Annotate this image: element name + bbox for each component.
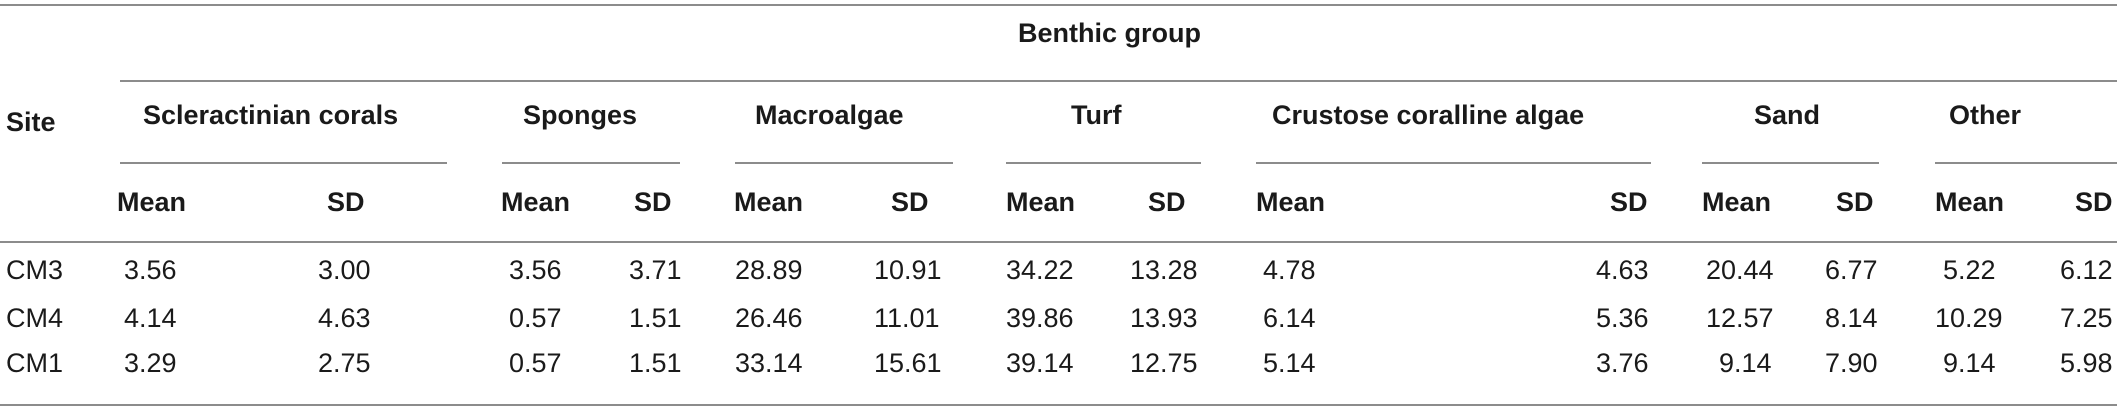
- value-cell: 10.91: [874, 255, 942, 285]
- group-rule-sand: [1702, 162, 1879, 164]
- value-cell: 6.12: [2060, 255, 2113, 285]
- value-cell: 9.14: [1943, 348, 1996, 378]
- value-cell: 20.44: [1706, 255, 1774, 285]
- value-cell: 10.29: [1935, 303, 2003, 333]
- value-cell: 3.56: [124, 255, 177, 285]
- value-cell: 26.46: [735, 303, 803, 333]
- value-cell: 6.77: [1825, 255, 1878, 285]
- value-cell: 15.61: [874, 348, 942, 378]
- value-cell: 5.22: [1943, 255, 1996, 285]
- group-header-macroalgae: Macroalgae: [755, 100, 904, 130]
- table-bottom-rule: [0, 404, 2117, 406]
- sd-header-scleractinian: SD: [327, 187, 365, 217]
- sd-header-sponges: SD: [634, 187, 672, 217]
- value-cell: 0.57: [509, 303, 562, 333]
- benthic-group-rule: [120, 80, 2117, 82]
- value-cell: 3.76: [1596, 348, 1649, 378]
- group-rule-other: [1935, 162, 2117, 164]
- value-cell: 33.14: [735, 348, 803, 378]
- value-cell: 6.14: [1263, 303, 1316, 333]
- value-cell: 8.14: [1825, 303, 1878, 333]
- sd-header-macroalgae: SD: [891, 187, 929, 217]
- group-header-scleractinian: Scleractinian corals: [143, 100, 399, 130]
- group-header-sponges: Sponges: [523, 100, 638, 130]
- value-cell: 4.63: [318, 303, 371, 333]
- group-rule-turf: [1006, 162, 1201, 164]
- value-cell: 12.57: [1706, 303, 1774, 333]
- header-row-benthic: Benthic group: [0, 0, 2117, 82]
- value-cell: 5.98: [2060, 348, 2113, 378]
- value-cell: 4.78: [1263, 255, 1316, 285]
- group-header-turf: Turf: [1071, 100, 1122, 130]
- mean-header-scleractinian: Mean: [117, 187, 187, 217]
- mean-header-turf: Mean: [1006, 187, 1076, 217]
- group-header-other: Other: [1949, 100, 2022, 130]
- group-rule-sponges: [502, 162, 680, 164]
- mean-header-macroalgae: Mean: [734, 187, 804, 217]
- header-row-stats: Mean SD Mean SD Mean SD Mean SD Mean SD …: [0, 162, 2117, 243]
- value-cell: 13.28: [1130, 255, 1198, 285]
- value-cell: 4.14: [124, 303, 177, 333]
- group-rule-cca: [1256, 162, 1651, 164]
- benthic-cover-table: Benthic group Site Scleractinian corals …: [0, 0, 2117, 389]
- group-rule-scleractinian: [120, 162, 447, 164]
- value-cell: 5.36: [1596, 303, 1649, 333]
- header-bottom-rule: [0, 241, 2117, 243]
- site-cell: CM3: [6, 255, 64, 285]
- group-header-sand: Sand: [1754, 100, 1821, 130]
- benthic-group-header: Benthic group: [1018, 18, 1201, 48]
- group-header-cca: Crustose coralline algae: [1272, 100, 1585, 130]
- value-cell: 0.57: [509, 348, 562, 378]
- table-row: CM3 3.56 3.00 3.56 3.71 28.89 10.91 34.2…: [0, 243, 2117, 295]
- table-row: CM1 3.29 2.75 0.57 1.51 33.14 15.61 39.1…: [0, 342, 2117, 389]
- mean-header-cca: Mean: [1256, 187, 1326, 217]
- group-rule-macroalgae: [735, 162, 953, 164]
- value-cell: 4.63: [1596, 255, 1649, 285]
- value-cell: 28.89: [735, 255, 803, 285]
- sd-header-cca: SD: [1610, 187, 1648, 217]
- site-cell: CM4: [6, 303, 64, 333]
- value-cell: 1.51: [629, 303, 682, 333]
- header-row-groups: Site Scleractinian corals Sponges Macroa…: [0, 82, 2117, 162]
- value-cell: 12.75: [1130, 348, 1198, 378]
- value-cell: 3.56: [509, 255, 562, 285]
- mean-header-sand: Mean: [1702, 187, 1772, 217]
- mean-header-other: Mean: [1935, 187, 2005, 217]
- sd-header-sand: SD: [1836, 187, 1874, 217]
- value-cell: 3.71: [629, 255, 682, 285]
- site-cell: CM1: [6, 348, 64, 378]
- value-cell: 9.14: [1719, 348, 1772, 378]
- value-cell: 7.90: [1825, 348, 1878, 378]
- value-cell: 39.14: [1006, 348, 1074, 378]
- value-cell: 34.22: [1006, 255, 1074, 285]
- value-cell: 1.51: [629, 348, 682, 378]
- value-cell: 39.86: [1006, 303, 1074, 333]
- value-cell: 7.25: [2060, 303, 2113, 333]
- table-row: CM4 4.14 4.63 0.57 1.51 26.46 11.01 39.8…: [0, 295, 2117, 342]
- value-cell: 3.00: [318, 255, 371, 285]
- value-cell: 2.75: [318, 348, 371, 378]
- value-cell: 11.01: [874, 303, 940, 333]
- sd-header-other: SD: [2075, 187, 2113, 217]
- sd-header-turf: SD: [1148, 187, 1186, 217]
- value-cell: 3.29: [124, 348, 177, 378]
- site-header: Site: [6, 106, 56, 137]
- table-top-rule: [0, 4, 2117, 6]
- mean-header-sponges: Mean: [501, 187, 571, 217]
- value-cell: 13.93: [1130, 303, 1198, 333]
- value-cell: 5.14: [1263, 348, 1316, 378]
